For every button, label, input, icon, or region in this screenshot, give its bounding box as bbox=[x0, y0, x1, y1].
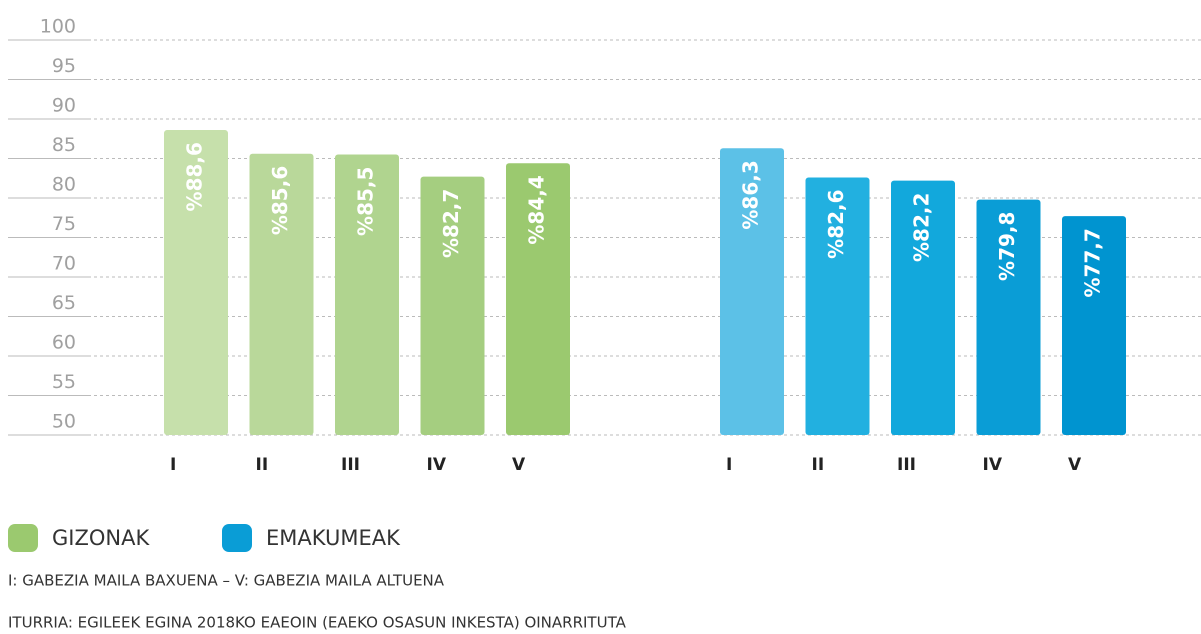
value-label: %86,3 bbox=[739, 160, 763, 229]
y-tick-label: 100 bbox=[40, 16, 76, 38]
bar bbox=[1062, 216, 1126, 435]
y-tick-label: 80 bbox=[52, 174, 76, 196]
x-tick-label: II bbox=[812, 455, 825, 475]
value-label: %84,4 bbox=[525, 175, 549, 244]
value-label: %82,7 bbox=[439, 189, 463, 258]
y-tick-label: 90 bbox=[52, 95, 76, 117]
x-tick-label: IV bbox=[427, 455, 447, 475]
legend-swatch bbox=[8, 524, 38, 552]
y-tick-label: 75 bbox=[52, 213, 76, 235]
x-tick-label: V bbox=[1068, 455, 1082, 475]
value-label: %85,6 bbox=[268, 166, 292, 235]
bar bbox=[506, 163, 570, 436]
y-tick-label: 50 bbox=[52, 411, 76, 433]
y-tick-label: 55 bbox=[52, 371, 76, 393]
bar bbox=[720, 148, 784, 436]
x-tick-label: V bbox=[512, 455, 526, 475]
legend-label: GIZONAK bbox=[52, 526, 150, 550]
bar bbox=[164, 130, 228, 435]
x-tick-label: III bbox=[341, 455, 360, 475]
x-tick-label: III bbox=[897, 455, 916, 475]
x-tick-label: I bbox=[170, 455, 176, 475]
y-tick-label: 85 bbox=[52, 134, 76, 156]
bar bbox=[891, 180, 955, 435]
value-label: %85,5 bbox=[354, 167, 378, 236]
annotation: I: GABEZIA MAILA BAXUENA – V: GABEZIA MA… bbox=[8, 572, 445, 590]
x-tick-label: IV bbox=[983, 455, 1003, 475]
annotation: ITURRIA: EGILEEK EGINA 2018KO EAEOIN (EA… bbox=[8, 614, 627, 632]
y-tick-label: 60 bbox=[52, 332, 76, 354]
bar bbox=[805, 177, 870, 435]
value-label: %82,6 bbox=[824, 189, 848, 258]
y-tick-label: 95 bbox=[52, 55, 76, 77]
bar bbox=[249, 153, 314, 435]
value-label: %88,6 bbox=[183, 142, 207, 211]
bar bbox=[976, 199, 1041, 435]
x-tick-label: II bbox=[256, 455, 269, 475]
legend-swatch bbox=[222, 524, 252, 552]
value-label: %82,2 bbox=[910, 193, 934, 262]
bar bbox=[335, 154, 399, 436]
value-label: %77,7 bbox=[1081, 228, 1105, 297]
bar bbox=[420, 176, 485, 436]
x-tick-label: I bbox=[726, 455, 732, 475]
value-label: %79,8 bbox=[995, 212, 1019, 281]
y-tick-label: 70 bbox=[52, 253, 76, 275]
legend-label: EMAKUMEAK bbox=[266, 526, 401, 550]
y-tick-label: 65 bbox=[52, 292, 76, 314]
